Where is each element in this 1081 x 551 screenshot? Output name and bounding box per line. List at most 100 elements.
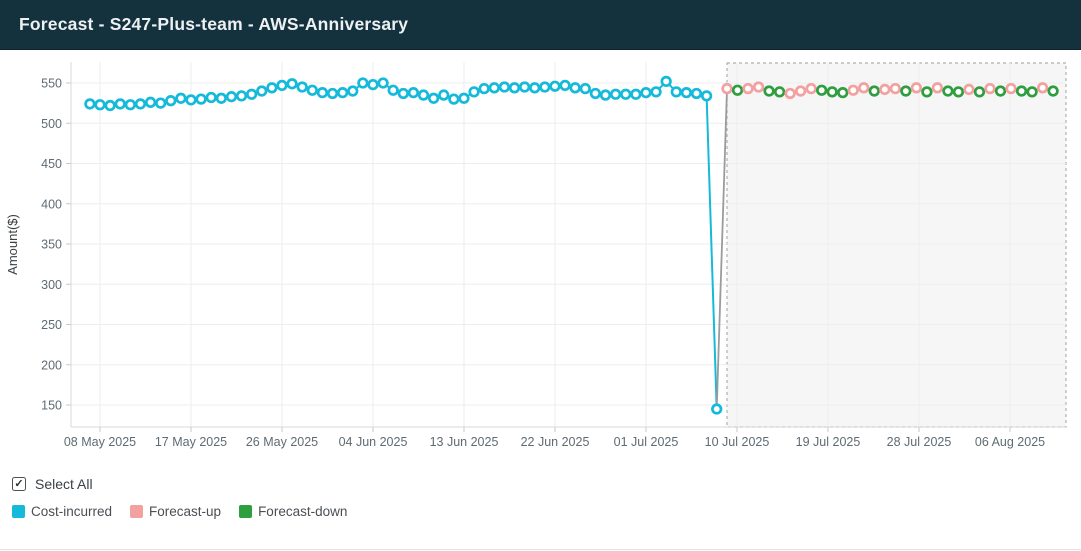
cost-incurred-point — [347, 85, 359, 97]
select-all-checkbox[interactable]: ✓ — [12, 477, 26, 491]
cost-incurred-point — [134, 98, 147, 110]
chart-header: Forecast - S247-Plus-team - AWS-Annivers… — [0, 0, 1081, 50]
legend-label: Forecast-up — [149, 503, 222, 519]
forecast-chart[interactable]: 08 May 2025 17 May 2025 26 May 2025 04 Jun … — [0, 50, 1081, 460]
forecast-up-point — [889, 82, 901, 95]
cost-incurred-point — [256, 85, 268, 97]
page-title: Forecast - S247-Plus-team - AWS-Annivers… — [19, 14, 409, 34]
cost-incurred-point — [478, 82, 490, 95]
cost-incurred-point — [690, 87, 703, 100]
forecast-down-swatch-icon — [239, 504, 253, 518]
cost-incurred-point — [286, 78, 298, 90]
cost-incurred-line — [89, 79, 718, 410]
cost-incurred-point — [114, 98, 126, 110]
forecast-down-point — [952, 86, 965, 98]
cost-incurred-point — [407, 87, 420, 99]
forecast-up-point — [984, 82, 996, 95]
cost-incurred-point — [518, 81, 531, 93]
forecast-up-point — [752, 81, 765, 93]
legend-item-cost-incurred[interactable]: Cost-incurred — [12, 504, 112, 519]
forecast-down-point — [1015, 85, 1028, 97]
cost-incurred-points[interactable] — [84, 75, 723, 415]
cost-incurred-point — [276, 79, 288, 92]
cost-incurred-point — [124, 99, 136, 111]
x-tick-label: 13 Jun 2025 — [430, 435, 499, 449]
x-tick-label: 04 Jun 2025 — [339, 435, 408, 449]
x-tick-label: 26 May 2025 — [246, 435, 318, 449]
y-tick-label: 500 — [41, 117, 62, 131]
cost-incurred-point — [367, 78, 379, 91]
cost-incurred-point — [225, 91, 238, 103]
cost-incurred-point — [660, 75, 672, 88]
forecast-up-point — [784, 87, 796, 100]
y-tick-label: 400 — [41, 197, 62, 211]
legend-label: Forecast-down — [258, 503, 348, 519]
forecast-up-point — [858, 82, 870, 94]
cost-incurred-point — [316, 87, 329, 99]
chart-controls: ✓ Select All Cost-incurred Forecast-up F… — [0, 460, 1081, 520]
y-tick-label: 550 — [41, 77, 62, 91]
legend-item-forecast-up[interactable]: Forecast-up — [130, 504, 221, 519]
forecast-up-point — [794, 85, 807, 97]
y-tick-label: 300 — [41, 278, 62, 292]
forecast-up-point — [847, 84, 859, 96]
cost-incurred-point — [195, 93, 207, 105]
forecast-down-point — [731, 84, 744, 96]
forecast-up-swatch-icon — [130, 504, 144, 518]
forecast-down-point — [973, 86, 986, 98]
cost-incurred-point — [165, 95, 177, 107]
forecast-up-point — [879, 83, 891, 96]
forecast-up-point — [1005, 82, 1017, 95]
forecast-down-point — [837, 87, 849, 99]
cost-incurred-point — [700, 90, 713, 102]
forecast-down-point — [1026, 86, 1038, 98]
cost-incurred-point — [458, 92, 470, 104]
y-tick-label: 150 — [41, 399, 62, 413]
cost-incurred-point — [579, 82, 591, 95]
cost-incurred-point — [670, 86, 682, 98]
forecast-down-point — [816, 84, 828, 96]
cost-incurred-point — [539, 81, 551, 93]
cost-incurred-point — [569, 82, 581, 94]
legend-item-forecast-down[interactable]: Forecast-down — [239, 504, 347, 519]
cost-incurred-point — [296, 81, 308, 93]
cost-incurred-point — [205, 91, 217, 104]
cost-incurred-point — [245, 88, 258, 100]
cost-incurred-point — [549, 80, 561, 92]
x-tick-label: 22 Jun 2025 — [521, 435, 590, 449]
cost-incurred-point — [448, 93, 460, 105]
cost-incurred-point — [397, 87, 409, 100]
forecast-connector-line — [715, 88, 728, 410]
forecast-down-point — [994, 85, 1007, 97]
forecast-up-point — [1036, 82, 1049, 94]
cost-incurred-point — [387, 84, 399, 96]
forecast-down-point — [942, 85, 954, 97]
forecast-down-point — [773, 86, 786, 98]
y-axis-title: Amount($) — [5, 214, 20, 275]
forecast-up-point — [742, 82, 754, 95]
cost-incurred-point — [529, 82, 541, 94]
cost-incurred-point — [427, 92, 440, 104]
x-tick-label: 10 Jul 2025 — [705, 435, 770, 449]
cost-incurred-point — [609, 88, 622, 100]
x-tick-label: 06 Aug 2025 — [975, 435, 1045, 449]
cost-incurred-point — [235, 90, 248, 102]
cost-incurred-point — [357, 77, 369, 89]
cost-incurred-point — [711, 403, 723, 415]
cost-incurred-point — [326, 87, 339, 100]
cost-incurred-point — [336, 87, 349, 99]
cost-incurred-point — [630, 88, 642, 100]
forecast-up-point — [910, 82, 923, 94]
forecast-down-point — [868, 85, 880, 97]
forecast-down-point — [1047, 85, 1059, 97]
cost-incurred-point — [215, 92, 227, 104]
forecast-up-point — [805, 82, 817, 95]
legend-label: Cost-incurred — [31, 503, 113, 519]
cost-incurred-point — [640, 87, 652, 99]
gridlines — [71, 62, 1066, 427]
cost-incurred-swatch-icon — [12, 504, 25, 518]
y-tick-label: 350 — [41, 238, 62, 252]
y-tick-label: 200 — [41, 358, 62, 372]
forecast-points[interactable] — [721, 81, 1059, 100]
cost-incurred-point — [417, 89, 430, 101]
